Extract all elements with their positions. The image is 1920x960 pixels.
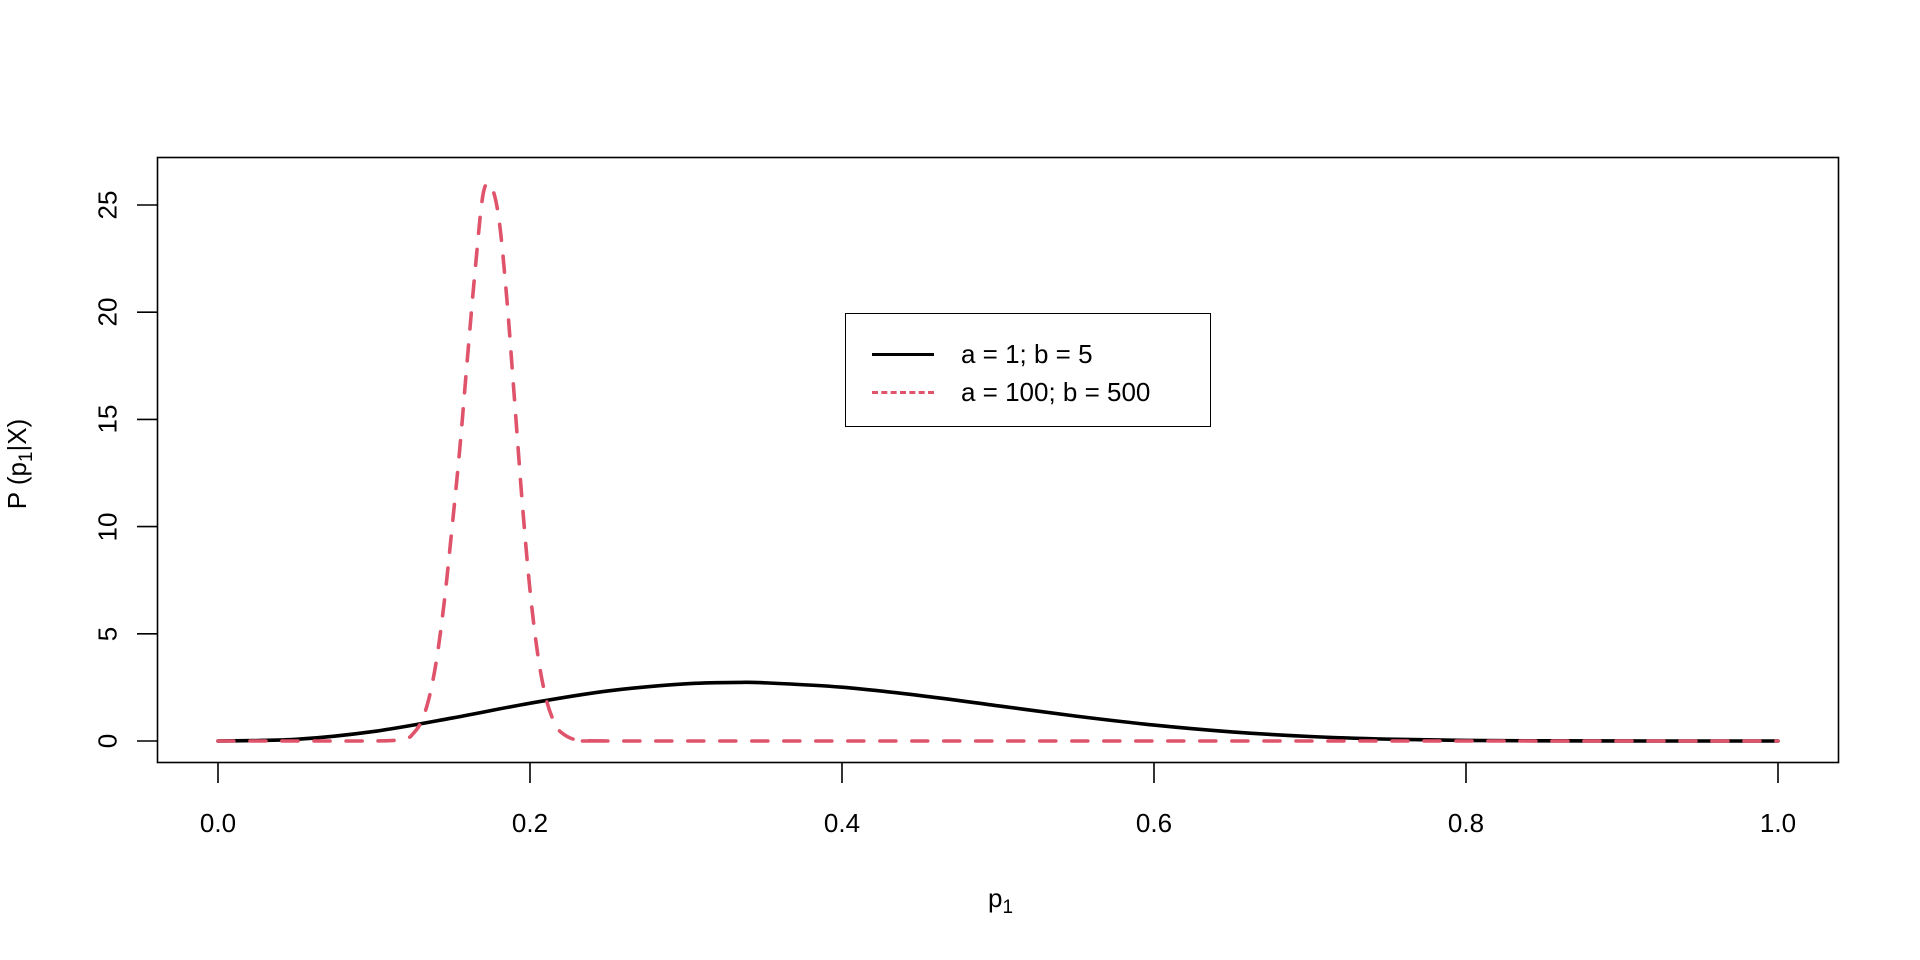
y-axis-label-prefix: P (p <box>1 462 32 510</box>
x-tick-label: 0.6 <box>1135 808 1173 838</box>
x-tick-label: 0.2 <box>511 808 549 838</box>
x-axis-label-main: p <box>988 883 1003 913</box>
x-axis-ticks <box>217 763 1779 783</box>
y-tick-label: 0 <box>92 733 123 749</box>
y-tick-label: 5 <box>92 626 123 642</box>
solid-line-icon <box>872 352 934 356</box>
y-axis-label-sub: 1 <box>16 451 38 463</box>
x-axis-label: p1 <box>988 883 1013 919</box>
y-tick-label: 10 <box>92 512 123 542</box>
x-tick-label: 0.8 <box>1447 808 1485 838</box>
series-line-red-dashed <box>216 181 1780 743</box>
legend-item-solid: a = 1; b = 5 <box>846 336 1210 372</box>
dashed-line-icon <box>872 390 934 394</box>
y-axis-ticks <box>137 204 157 742</box>
legend: a = 1; b = 5 a = 100; b = 500 <box>845 313 1211 427</box>
legend-label: a = 1; b = 5 <box>961 338 1093 369</box>
series-line-black-solid <box>216 680 1780 743</box>
y-axis-label: P (p1|X) <box>2 419 38 510</box>
y-tick-label: 25 <box>92 190 123 220</box>
series-layer <box>216 181 1780 743</box>
y-tick-label: 15 <box>92 404 123 434</box>
plot-frame <box>156 156 1840 764</box>
x-axis-label-sub: 1 <box>1002 897 1014 919</box>
y-axis-label-suffix: |X) <box>1 418 32 452</box>
legend-item-dashed: a = 100; b = 500 <box>846 374 1210 410</box>
y-tick-label: 20 <box>92 297 123 327</box>
x-tick-label: 1.0 <box>1759 808 1797 838</box>
x-tick-label: 0.0 <box>199 808 237 838</box>
x-tick-label: 0.4 <box>823 808 861 838</box>
legend-label: a = 100; b = 500 <box>961 376 1151 407</box>
